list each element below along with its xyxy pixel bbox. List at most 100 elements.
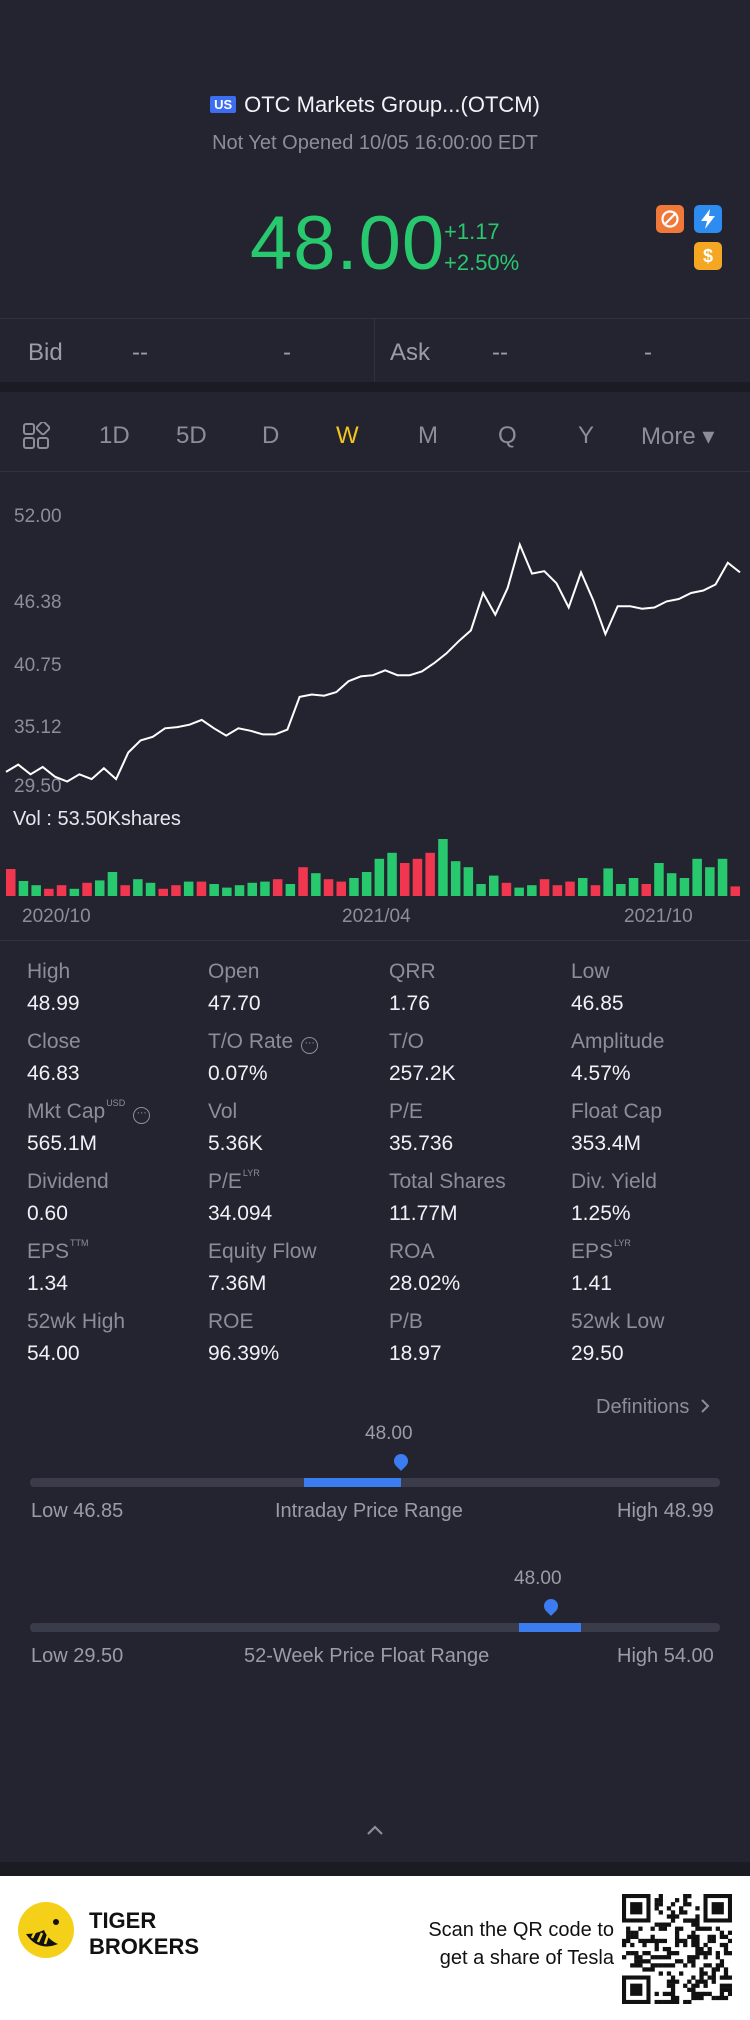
qr-module — [703, 1991, 708, 1997]
volume-bar — [222, 887, 232, 896]
week52-range-fill — [519, 1623, 582, 1632]
stat-label: Low — [571, 960, 610, 984]
stat-label: Mkt CapUSD ⋯ — [27, 1098, 151, 1124]
brand-line-2: BROKERS — [89, 1934, 200, 1959]
bid-ask-row: Bid -- - Ask -- - — [0, 318, 750, 383]
qr-module — [670, 1918, 676, 1923]
stat-label-text: Amplitude — [571, 1030, 665, 1053]
qr-module — [666, 1922, 672, 1927]
chevron-right-icon — [701, 1399, 710, 1413]
qr-module — [695, 1922, 700, 1927]
info-icon[interactable]: ⋯ — [301, 1037, 319, 1054]
qr-module — [723, 1942, 729, 1948]
qr-module — [662, 1938, 668, 1944]
qr-module — [727, 1983, 732, 1988]
layout-grid-icon[interactable] — [22, 420, 51, 450]
stat-label: 52wk High — [27, 1310, 125, 1334]
stat-label-text: 52wk Low — [571, 1310, 665, 1333]
qr-module — [654, 1999, 659, 2004]
qr-module — [654, 1991, 659, 1997]
stat-label-text: Float Cap — [571, 1100, 663, 1123]
qr-module — [634, 1963, 639, 1968]
dollar-icon[interactable]: $ — [694, 242, 722, 270]
qr-module — [634, 1951, 639, 1956]
volume-bar — [171, 885, 181, 896]
qr-module — [638, 1963, 643, 1968]
stat-label-text: T/O — [389, 1030, 424, 1053]
qr-module — [727, 1975, 732, 1980]
ask-price: -- — [492, 339, 508, 366]
volume-bar — [387, 852, 397, 896]
qr-module — [662, 1991, 668, 1997]
qr-module — [670, 1991, 676, 1997]
info-icon[interactable]: ⋯ — [133, 1107, 151, 1124]
tab-w[interactable]: W — [336, 422, 359, 449]
qr-module — [674, 1898, 680, 1903]
volume-bar — [234, 885, 245, 896]
qr-module — [699, 1975, 704, 1980]
tab-m[interactable]: M — [418, 422, 438, 449]
stat-label-text: Dividend — [27, 1170, 109, 1193]
volume-bar — [692, 858, 702, 896]
qr-module — [691, 1991, 696, 1997]
ask-size: - — [644, 339, 652, 366]
qr-module — [695, 1942, 700, 1948]
week52-low: Low 29.50 — [31, 1645, 124, 1667]
qr-module — [670, 1975, 676, 1980]
qr-module — [719, 1975, 725, 1980]
qr-module — [707, 1938, 712, 1944]
qr-module — [634, 1934, 639, 1940]
tab-1d[interactable]: 1D — [99, 422, 130, 449]
qr-module — [711, 1938, 716, 1944]
qr-module — [723, 1951, 729, 1956]
tab-5d[interactable]: 5D — [176, 422, 207, 449]
volume-bar — [82, 882, 92, 896]
volume-bar — [590, 885, 601, 896]
y-tick-label: 35.12 — [14, 717, 62, 738]
price-change: +1.17 +2.50% — [444, 216, 519, 278]
volume-bar — [489, 875, 499, 896]
qr-module — [727, 1991, 732, 1997]
qr-module — [691, 1959, 696, 1964]
stat-label: P/ELYR — [208, 1168, 260, 1194]
qr-module — [691, 1955, 696, 1960]
qr-module — [707, 1951, 712, 1956]
chevron-up-icon[interactable] — [363, 1822, 387, 1838]
qr-module — [691, 1922, 696, 1927]
qr-module — [691, 1938, 696, 1944]
stat-label-text: P/B — [389, 1310, 423, 1333]
tab-d[interactable]: D — [262, 422, 280, 449]
lightning-icon[interactable] — [694, 205, 722, 233]
qr-module — [670, 1999, 676, 2004]
price-chart[interactable] — [0, 472, 750, 942]
stat-label: QRR — [389, 960, 436, 984]
volume-bar — [438, 839, 448, 896]
qr-module — [687, 1918, 692, 1923]
qr-module — [695, 1926, 700, 1931]
volume-bar — [31, 885, 41, 896]
tab-q[interactable]: Q — [498, 422, 517, 449]
no-sign-icon[interactable] — [656, 205, 684, 233]
y-tick-label: 29.50 — [14, 776, 62, 797]
qr-module — [626, 1951, 631, 1956]
qr-module — [719, 1995, 725, 2001]
qr-module — [666, 1955, 672, 1960]
qr-module — [711, 1975, 716, 1980]
tab-y[interactable]: Y — [578, 422, 595, 449]
qr-module — [630, 1930, 635, 1935]
qr-module — [719, 1991, 725, 1997]
stat-label: Dividend — [27, 1170, 109, 1194]
qr-module — [638, 1926, 643, 1931]
qr-module — [703, 1942, 708, 1948]
definitions-link[interactable]: Definitions — [596, 1396, 711, 1419]
qr-module — [699, 1951, 704, 1956]
stat-label-text: ROA — [389, 1240, 435, 1263]
qr-module — [674, 1926, 680, 1931]
qr-module — [642, 1959, 647, 1964]
stat-label-text: Mkt Cap — [27, 1100, 106, 1123]
tab-more[interactable]: More ▾ — [641, 423, 715, 450]
stat-value: 5.36K — [208, 1132, 263, 1155]
qr-module — [727, 1938, 732, 1944]
stat-value: 0.60 — [27, 1202, 68, 1225]
qr-module — [658, 1971, 663, 1976]
